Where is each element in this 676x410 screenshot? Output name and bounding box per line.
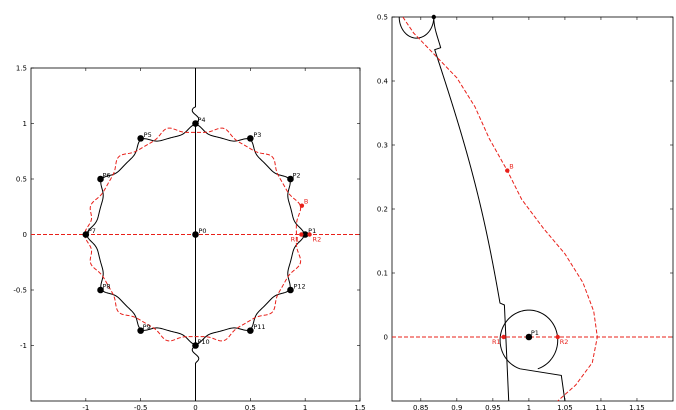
right-y-tick-label: 0.3 bbox=[377, 142, 388, 150]
left-point-label-b: B bbox=[304, 198, 308, 206]
right-point-r1 bbox=[501, 334, 506, 340]
right-x-tick-label: 0.9 bbox=[451, 404, 462, 410]
left-point-p4 bbox=[192, 120, 199, 127]
right-point-label-b: B bbox=[509, 163, 513, 171]
right-x-tick-label: 0.85 bbox=[413, 404, 429, 410]
left-point-label-p4: P4 bbox=[198, 116, 206, 124]
right-y-tick-label: 0.4 bbox=[377, 78, 389, 86]
left-y-tick-label: 1.5 bbox=[16, 65, 27, 73]
right-plot-frame bbox=[391, 16, 674, 402]
left-point-label-p7: P7 bbox=[88, 227, 96, 235]
right-x-tick-label: 1.1 bbox=[595, 404, 606, 410]
right-axes: 0.85 0.9 0.95 1 1.05 1.1 1.15 0 0.1 0.2 0.3 0.4 0.5 bbox=[377, 14, 673, 410]
left-point-label-p3: P3 bbox=[253, 131, 261, 139]
left-point-label-p1: P1 bbox=[308, 227, 316, 235]
left-point-label-p6: P6 bbox=[103, 172, 111, 180]
left-y-tick-label: 0 bbox=[23, 231, 27, 239]
left-point-p3 bbox=[247, 135, 254, 142]
right-black-bottom-loop bbox=[499, 309, 566, 402]
left-point-r2 bbox=[307, 232, 312, 237]
left-x-tick-label: 0 bbox=[193, 404, 197, 410]
left-point-label-p9: P9 bbox=[143, 323, 151, 331]
left-x-tick-label: 1 bbox=[303, 404, 307, 410]
right-y-tick-label: 0 bbox=[384, 334, 388, 342]
right-x-tick-label: 1 bbox=[527, 404, 531, 410]
left-point-p1 bbox=[301, 231, 309, 238]
right-point-p1 bbox=[525, 333, 533, 341]
right-y-tick-label: 0.2 bbox=[377, 206, 388, 214]
left-y-tick-label: -1 bbox=[20, 342, 27, 350]
left-point-p2 bbox=[287, 175, 294, 183]
left-point-p9 bbox=[137, 327, 144, 334]
right-black-top-loop bbox=[398, 16, 435, 39]
left-point-p10 bbox=[192, 342, 199, 349]
left-point-label-r2: R2 bbox=[313, 236, 322, 244]
left-point-label-p2: P2 bbox=[292, 172, 300, 180]
left-y-tick-label: 0.5 bbox=[16, 176, 27, 184]
right-x-tick-label: 0.95 bbox=[485, 404, 501, 410]
left-point-p6 bbox=[97, 175, 104, 183]
left-axes: -1 -0.5 0 0.5 1 1.5 -1 -0.5 0 0.5 1 1.5 bbox=[13, 65, 365, 410]
left-point-p5 bbox=[137, 135, 144, 142]
left-points: P0 P1 P2 P3 P4 P5 P6 P7 P8 P9 P10 P11 P12 R1 R2 B bbox=[82, 116, 322, 349]
left-point-label-p10: P10 bbox=[198, 338, 210, 346]
right-points: P1 R1 R2 B bbox=[431, 14, 569, 346]
right-curves bbox=[392, 16, 673, 402]
right-y-tick-label: 0.5 bbox=[377, 14, 388, 22]
left-point-label-r1: R1 bbox=[291, 236, 300, 244]
right-top-marker bbox=[431, 14, 436, 20]
left-point-label-p12: P12 bbox=[293, 283, 305, 291]
right-point-label-r2: R2 bbox=[560, 338, 569, 346]
left-x-tick-label: 0.5 bbox=[245, 404, 256, 410]
left-plot-panel: -1 -0.5 0 0.5 1 1.5-1-0.500.511.5 P0 P1P2P3P4P… bbox=[13, 65, 365, 410]
left-y-tick-label: 1 bbox=[23, 120, 27, 128]
left-point-b bbox=[299, 203, 305, 208]
left-point-p11 bbox=[247, 327, 254, 334]
right-x-tick-label: 1.15 bbox=[629, 404, 645, 410]
right-red-curve bbox=[402, 16, 598, 402]
left-x-tick-label: -0.5 bbox=[134, 404, 148, 410]
left-x-tick-label: 1.5 bbox=[354, 404, 365, 410]
left-point-label-p8: P8 bbox=[103, 283, 111, 291]
left-point-p8 bbox=[97, 286, 104, 294]
left-point-r1 bbox=[299, 232, 304, 237]
right-point-label-r1: R1 bbox=[492, 338, 501, 346]
right-point-r2 bbox=[555, 334, 560, 340]
right-x-tick-label: 1.05 bbox=[557, 404, 573, 410]
right-y-tick-label: 0.1 bbox=[377, 270, 388, 278]
left-x-tick-label: -1 bbox=[82, 404, 89, 410]
left-point-p7 bbox=[82, 231, 90, 238]
left-point-p0 bbox=[192, 231, 199, 238]
right-plot-panel: 0.85 0.9 0.95 1 1.05 1.1 1.1500.10.20.30.40.5 … bbox=[377, 14, 674, 410]
left-point-label-p11: P11 bbox=[253, 323, 265, 331]
left-point-label-p0: P0 bbox=[199, 227, 207, 235]
right-point-b bbox=[505, 168, 510, 173]
left-point-p12 bbox=[287, 286, 294, 294]
left-point-label-p5: P5 bbox=[144, 131, 152, 139]
left-y-tick-label: -0.5 bbox=[13, 287, 27, 295]
right-point-label-p1: P1 bbox=[531, 329, 539, 337]
